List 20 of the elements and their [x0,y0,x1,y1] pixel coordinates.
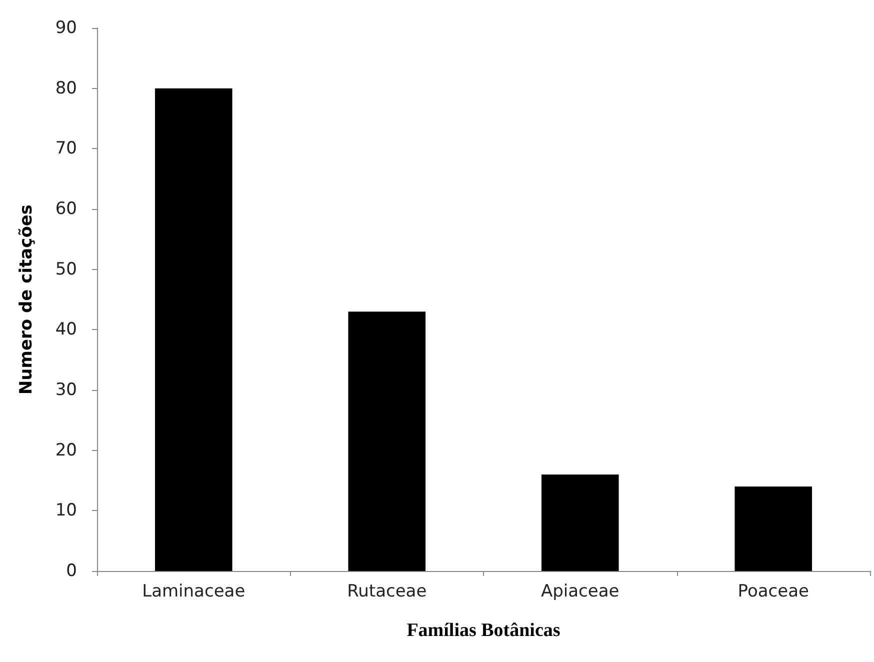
y-tick-label: 70 [55,138,77,159]
bar [541,474,619,571]
y-tick-label: 20 [55,440,77,460]
y-tick-label: 10 [55,500,77,521]
y-tick-label: 80 [55,78,77,98]
x-axis-title: Famílias Botânicas [406,620,560,641]
x-tick-label: Apiaceae [541,582,620,602]
y-tick-label: 90 [55,18,77,38]
bar [154,88,232,571]
y-tick-label: 30 [55,380,77,400]
y-tick-label: 50 [55,259,77,280]
y-tick-label: 0 [66,561,77,581]
y-axis-title: Numero de citações [16,204,36,395]
x-tick-label: Rutaceae [347,582,427,602]
bar [734,486,812,571]
x-tick-label: Poaceae [738,582,809,602]
x-tick-label: Laminaceae [142,582,246,602]
y-tick-label: 60 [55,199,77,219]
bar [348,312,426,571]
y-tick-label: 40 [55,320,77,340]
